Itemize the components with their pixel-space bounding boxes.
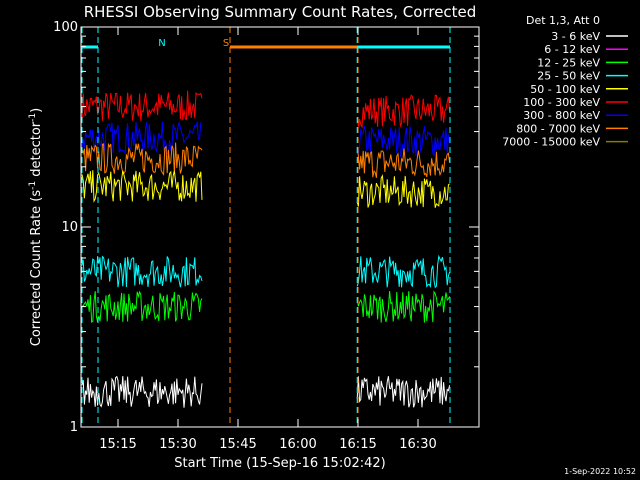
y-axis-label-sup2: -1 [28,113,38,122]
series-line-5-1 [356,290,451,323]
y-tick-label-1: 10 [61,220,78,235]
y-tick-label-2: 100 [53,20,78,35]
series-line-2-1 [356,147,451,178]
y-axis-label-part2: detector [29,121,44,181]
annotation-label-0: N [158,38,165,49]
series-line-4-0 [81,255,203,288]
chart-title: RHESSI Observing Summary Count Rates, Co… [84,3,477,21]
series-line-2-0 [81,142,203,176]
legend-label-5: 100 - 300 keV [523,96,600,109]
legend-label-1: 6 - 12 keV [544,43,600,56]
series-line-3-1 [356,174,450,208]
series-line-0-0 [81,90,203,123]
series-line-5-0 [81,290,203,324]
series-line-0-1 [356,94,451,129]
x-tick-label-1: 15:30 [159,437,196,452]
y-tick-label-0: 1 [70,420,78,435]
legend-header: Det 1,3, Att 0 [526,14,600,27]
plot-frame [80,26,480,428]
x-axis-label: Start Time (15-Sep-16 15:02:42) [174,456,385,471]
legend-label-4: 50 - 100 keV [530,83,600,96]
series-line-4-1 [356,254,451,289]
legend-label-3: 25 - 50 keV [537,70,600,83]
x-tick-label-2: 15:45 [219,437,256,452]
y-axis-label-sup1: -1 [28,181,38,190]
x-tick-label-4: 16:15 [339,437,376,452]
legend-label-7: 800 - 7000 keV [516,122,600,135]
legend-label-0: 3 - 6 keV [551,30,600,43]
annotation-label-1: S [223,38,229,49]
legend-label-6: 300 - 800 keV [523,109,600,122]
x-tick-label-5: 16:30 [399,437,436,452]
x-tick-label-3: 16:00 [279,437,316,452]
x-tick-label-0: 15:15 [99,437,136,452]
y-ticks: 1 10 100 [53,20,479,435]
series-line-3-0 [81,170,203,203]
y-axis-label: Corrected Count Rate (s-1 detector-1) [28,108,44,346]
legend-label-8: 7000 - 15000 keV [502,136,600,149]
series-line-1-0 [81,121,203,156]
series-line-6-0 [81,375,203,408]
y-axis-label-part3: ) [29,108,44,113]
y-axis-label-part1: Corrected Count Rate (s [29,190,44,347]
series-line-6-1 [356,376,451,408]
legend-label-2: 12 - 25 keV [537,56,600,69]
footer-timestamp: 1-Sep-2022 10:52 [564,467,636,476]
x-ticks: 15:15 15:30 15:45 16:00 16:15 16:30 [99,27,437,452]
